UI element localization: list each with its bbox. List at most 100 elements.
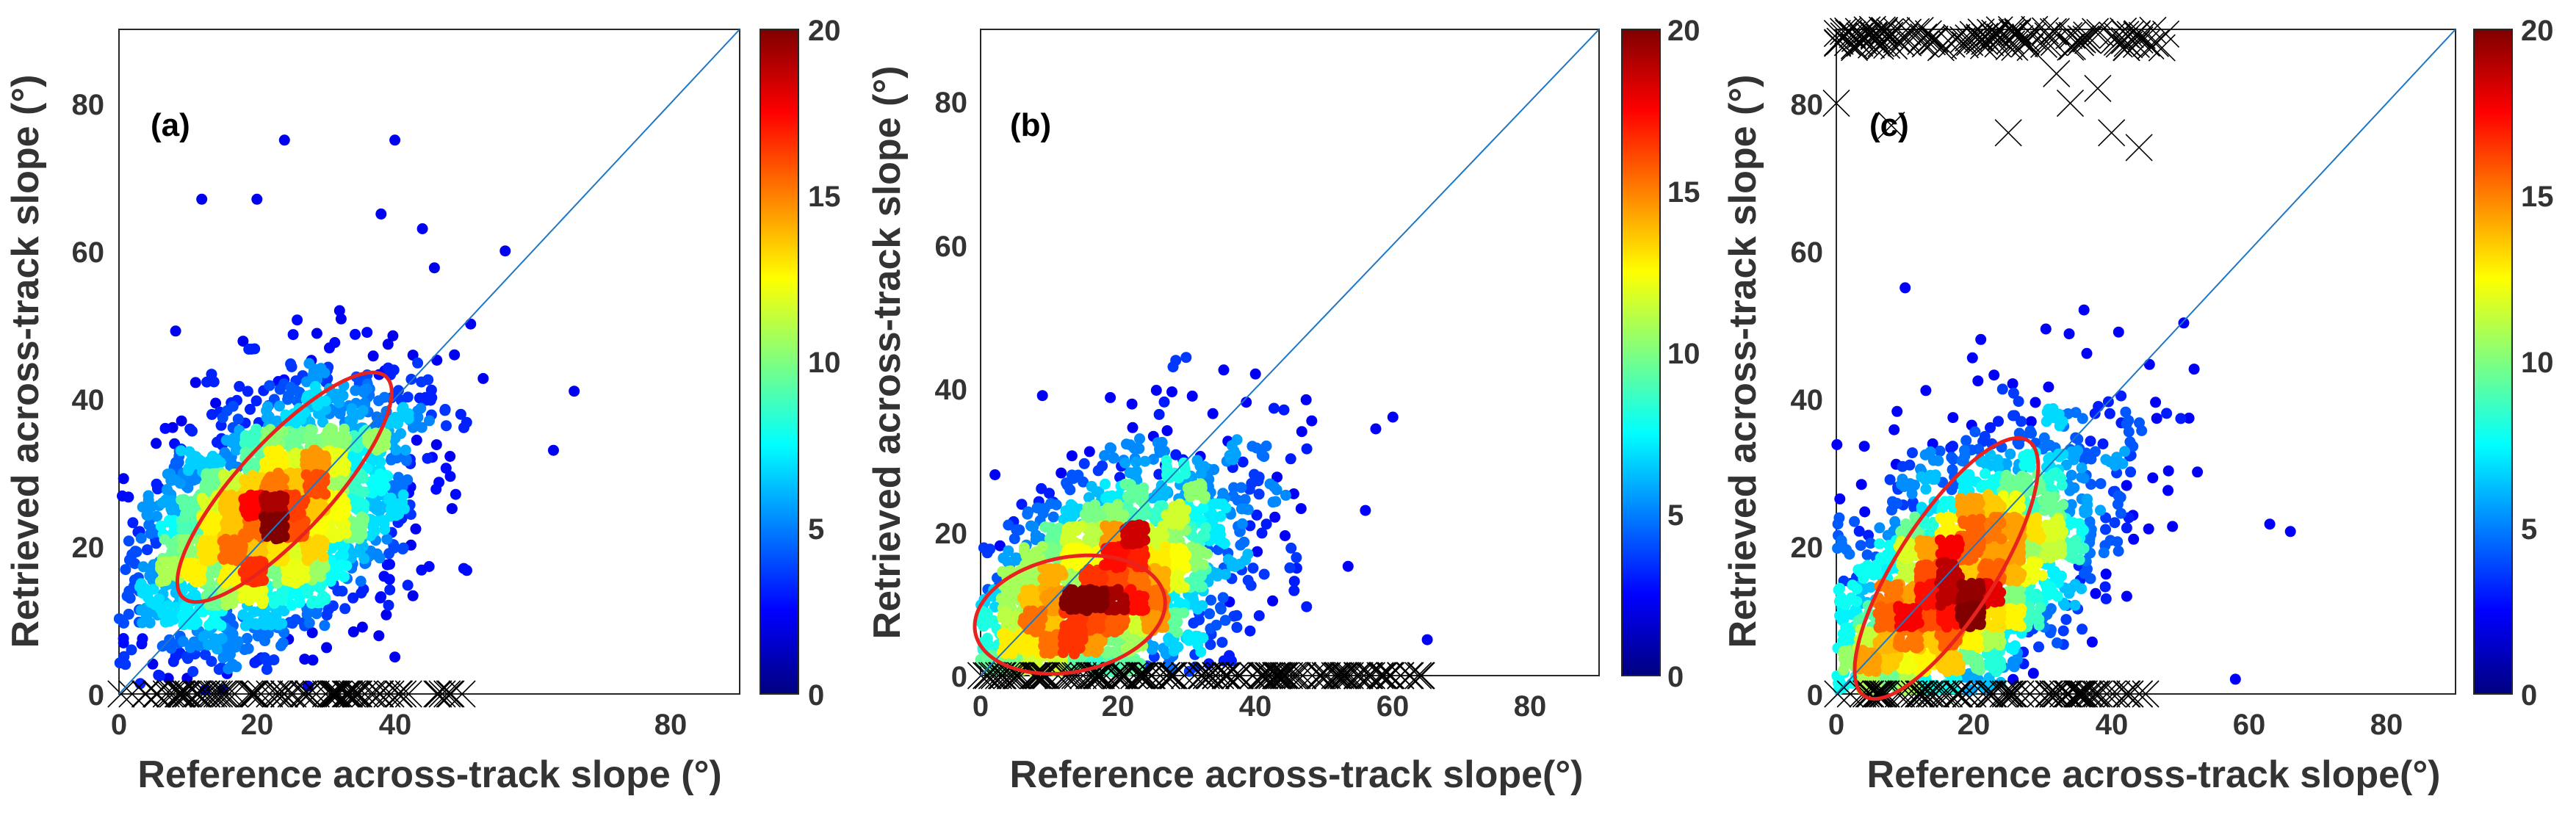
data-point bbox=[1165, 515, 1177, 527]
data-point bbox=[176, 445, 187, 457]
data-point bbox=[1061, 480, 1073, 491]
data-point bbox=[245, 343, 257, 355]
data-point bbox=[250, 395, 262, 407]
data-point bbox=[1100, 493, 1111, 504]
data-point bbox=[2162, 465, 2174, 477]
data-point bbox=[292, 314, 303, 326]
data-point bbox=[382, 339, 394, 350]
data-point bbox=[1256, 527, 1268, 539]
data-point bbox=[1904, 459, 1916, 471]
data-point bbox=[136, 580, 148, 592]
data-point bbox=[2121, 590, 2132, 602]
data-point bbox=[166, 505, 178, 517]
data-point bbox=[1245, 579, 1257, 591]
data-point bbox=[142, 544, 153, 556]
data-point bbox=[239, 644, 250, 656]
colorbar-gradient bbox=[1621, 29, 1661, 676]
data-point bbox=[322, 604, 334, 615]
data-point bbox=[264, 500, 275, 512]
data-point bbox=[187, 425, 198, 437]
data-point bbox=[1849, 516, 1861, 527]
data-point bbox=[2007, 378, 2018, 390]
data-point bbox=[499, 245, 511, 257]
data-point bbox=[154, 670, 165, 681]
data-point bbox=[120, 564, 131, 576]
data-point bbox=[232, 636, 244, 648]
data-point bbox=[2043, 381, 2054, 393]
x-tick-label-20: 20 bbox=[1102, 690, 1135, 723]
data-point bbox=[1300, 394, 1312, 405]
data-point bbox=[356, 621, 368, 633]
data-point bbox=[2100, 568, 2112, 580]
data-point bbox=[1167, 361, 1179, 373]
data-point bbox=[1185, 491, 1197, 502]
data-point bbox=[2013, 396, 2024, 408]
data-point bbox=[477, 372, 489, 384]
data-point bbox=[248, 560, 260, 571]
data-point bbox=[190, 455, 201, 467]
data-point bbox=[334, 550, 346, 562]
data-point bbox=[167, 656, 179, 668]
data-point bbox=[1100, 478, 1111, 490]
data-point bbox=[2121, 480, 2132, 491]
data-point bbox=[249, 618, 261, 629]
data-point bbox=[1966, 352, 1978, 364]
data-point bbox=[1112, 584, 1124, 596]
data-point bbox=[358, 386, 369, 398]
data-point bbox=[303, 435, 315, 446]
data-point bbox=[2115, 507, 2126, 519]
panel-label: (b) bbox=[1010, 107, 1051, 143]
data-point bbox=[1246, 441, 1258, 452]
data-point bbox=[253, 545, 264, 557]
data-point bbox=[1242, 504, 1254, 516]
data-point bbox=[2128, 533, 2140, 545]
data-point bbox=[1180, 561, 1191, 573]
data-point bbox=[388, 543, 400, 554]
data-point bbox=[1161, 425, 1173, 436]
data-point bbox=[369, 526, 380, 538]
data-point bbox=[385, 492, 397, 504]
data-point bbox=[1249, 368, 1261, 380]
data-point bbox=[1844, 549, 1855, 560]
data-point bbox=[339, 423, 350, 435]
data-point bbox=[380, 609, 392, 621]
data-point bbox=[449, 349, 461, 361]
data-point bbox=[2052, 637, 2063, 648]
data-point bbox=[141, 501, 153, 513]
data-point bbox=[400, 444, 411, 456]
data-point bbox=[230, 512, 242, 524]
data-point bbox=[274, 532, 286, 543]
data-point bbox=[1891, 405, 1903, 417]
data-point bbox=[2123, 426, 2135, 438]
data-point bbox=[339, 465, 351, 477]
data-point bbox=[2175, 413, 2187, 424]
data-point bbox=[347, 407, 358, 419]
data-point bbox=[1091, 509, 1103, 521]
data-point bbox=[1988, 369, 2000, 381]
data-point bbox=[1244, 625, 1256, 637]
data-point bbox=[1183, 634, 1195, 646]
data-point bbox=[151, 510, 162, 522]
data-point bbox=[239, 430, 251, 441]
data-point bbox=[1301, 601, 1313, 612]
data-point bbox=[1072, 592, 1084, 604]
data-point bbox=[221, 518, 233, 530]
data-point bbox=[192, 571, 203, 582]
data-point bbox=[361, 327, 373, 339]
data-point bbox=[375, 592, 386, 604]
data-point bbox=[165, 468, 176, 480]
data-point bbox=[147, 658, 159, 670]
colorbar-tick-15: 15 bbox=[1667, 176, 1700, 209]
data-point bbox=[455, 408, 466, 420]
data-point bbox=[326, 543, 338, 554]
data-point bbox=[2060, 614, 2072, 626]
data-point bbox=[1066, 450, 1078, 462]
scatter-panel-a: (a) 0 20 40 60 80 0 20 40 80 Reference a… bbox=[4, 15, 841, 796]
data-point bbox=[170, 325, 181, 337]
data-point bbox=[402, 579, 414, 591]
data-point bbox=[1188, 510, 1200, 522]
data-point bbox=[2030, 397, 2041, 408]
data-point bbox=[1086, 585, 1097, 596]
data-point bbox=[203, 516, 215, 527]
data-point bbox=[1061, 637, 1072, 649]
